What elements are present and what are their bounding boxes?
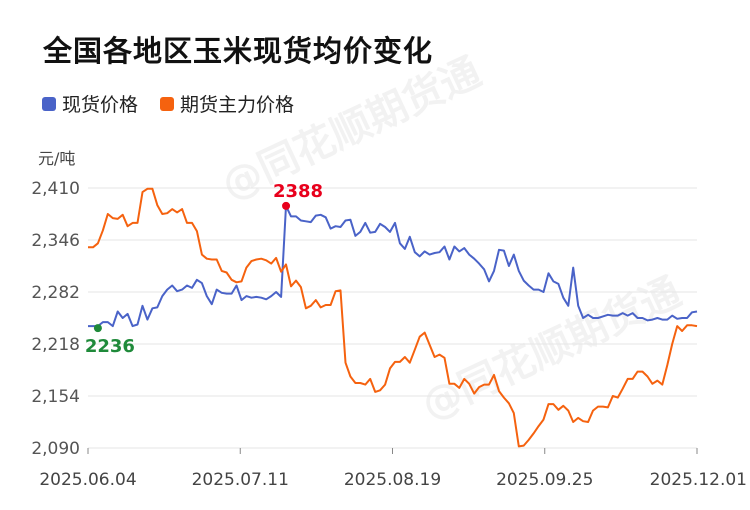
max-point-label: 2388 <box>273 181 323 202</box>
y-tick-label: 2,218 <box>31 335 80 355</box>
y-tick-label: 2,282 <box>31 283 80 303</box>
max-point-marker <box>282 201 291 210</box>
legend-swatch-futures <box>160 96 175 111</box>
legend-label-futures: 期货主力价格 <box>180 94 295 116</box>
y-tick-label: 2,410 <box>31 179 80 199</box>
legend-swatch-spot <box>42 96 56 111</box>
min-point-marker <box>93 324 102 333</box>
legend-item-futures[interactable]: 期货主力价格 <box>160 90 294 117</box>
y-axis-unit: 元/吨 <box>38 149 76 168</box>
x-tick-label: 2025.07.11 <box>192 470 289 490</box>
legend: 现货价格 期货主力价格 <box>42 90 316 117</box>
y-tick-label: 2,346 <box>31 231 80 251</box>
series-line-spot <box>88 204 698 328</box>
legend-label-spot: 现货价格 <box>62 94 139 116</box>
y-tick-label: 2,154 <box>31 387 80 407</box>
legend-item-spot[interactable]: 现货价格 <box>42 90 138 117</box>
y-tick-label: 2,090 <box>31 439 80 459</box>
min-point-label: 2236 <box>85 336 135 357</box>
x-tick-label: 2025.12.01 <box>650 470 747 490</box>
chart-title: 全国各地区玉米现货均价变化 <box>43 34 434 68</box>
x-tick-label: 2025.06.04 <box>39 470 136 490</box>
x-tick-label: 2025.09.25 <box>496 470 593 490</box>
series-line-futures <box>88 187 698 448</box>
watermark-text: @同花顺期货通 <box>215 49 488 209</box>
x-tick-label: 2025.08.19 <box>344 470 441 490</box>
